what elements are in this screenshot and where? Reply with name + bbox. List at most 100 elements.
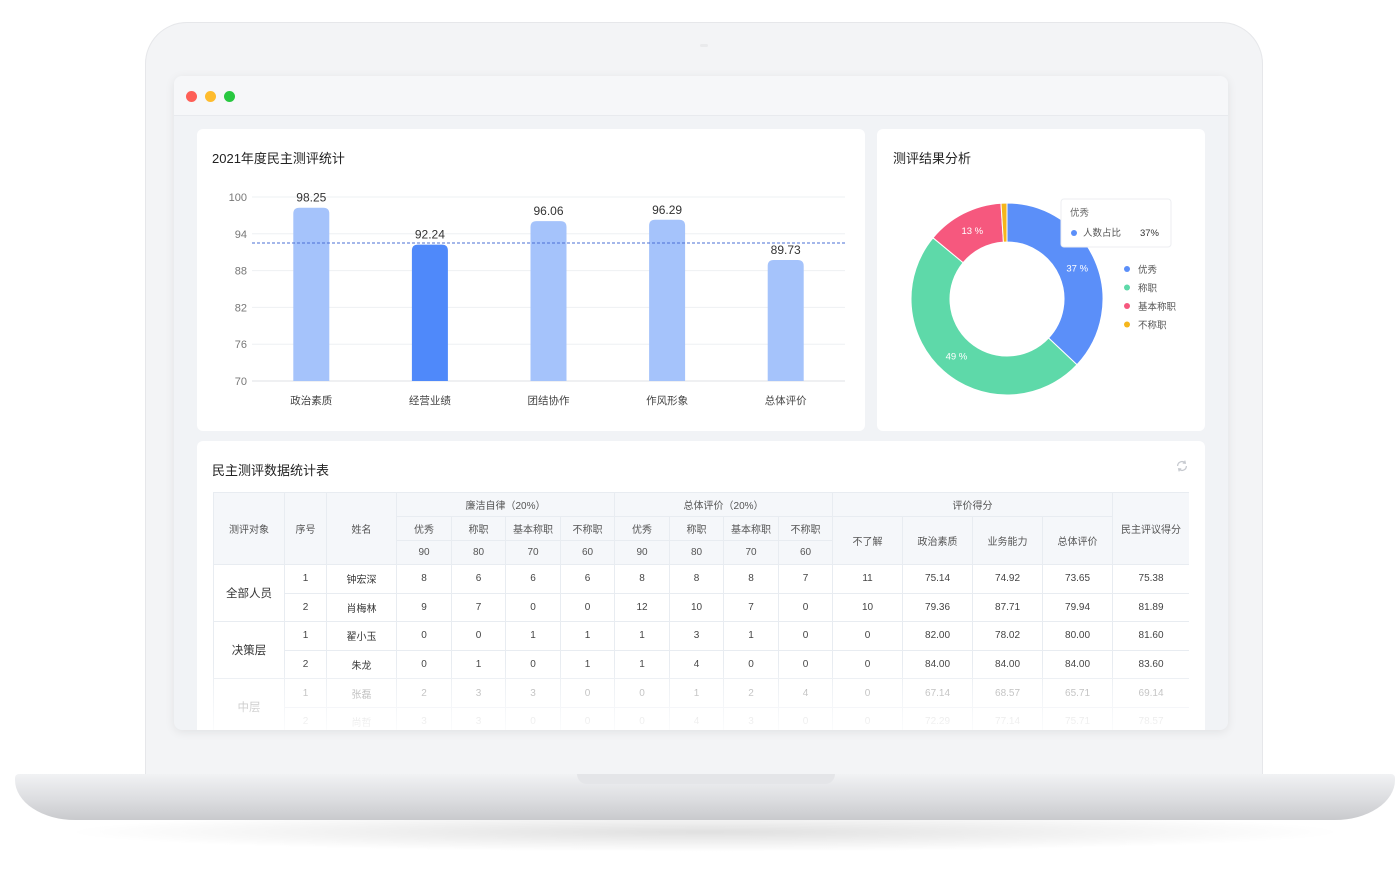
x-tick-label: 团结协作 bbox=[528, 394, 570, 407]
stats-table-body: 全部人员 1 钟宏深 8 6 6 6 8 8 8 7 11 75.14 74.92 73.65 75.38 2 肖… bbox=[213, 563, 1189, 730]
table-title: 民主测评数据统计表 bbox=[212, 463, 330, 478]
y-tick-label: 76 bbox=[235, 339, 247, 351]
table-cell: 0 bbox=[505, 706, 561, 730]
name-cell: 尚哲 bbox=[326, 706, 397, 730]
bar-value-label: 92.24 bbox=[415, 228, 445, 242]
name-cell: 钟宏深 bbox=[326, 564, 397, 594]
table-cell: 75.71 bbox=[1042, 706, 1114, 730]
legend-marker[interactable] bbox=[1124, 266, 1130, 272]
table-cell: 0 bbox=[559, 592, 616, 623]
x-tick-label: 总体评价 bbox=[765, 394, 807, 407]
table-cell: 2 bbox=[396, 678, 452, 708]
table-cell: 81.60 bbox=[1112, 621, 1189, 651]
table-cell: 77.14 bbox=[972, 706, 1044, 730]
group-label: 决策层 bbox=[213, 621, 285, 680]
table-cell: 1 bbox=[669, 678, 725, 708]
table-cell: 0 bbox=[396, 621, 452, 651]
table-card: 民主测评数据统计表 测评对象 序号 姓名 bbox=[197, 441, 1205, 730]
table-cell: 83.60 bbox=[1112, 649, 1189, 680]
x-tick-label: 政治素质 bbox=[290, 394, 332, 407]
refresh-icon[interactable] bbox=[1175, 459, 1189, 473]
bar-chart-title: 2021年度民主测评统计 bbox=[212, 151, 345, 166]
table-cell: 3 bbox=[396, 706, 452, 730]
header-weight: 80 bbox=[451, 540, 506, 565]
table-row[interactable]: 中层 1 张磊 2 3 3 0 0 1 2 4 0 67.14 68.57 65.71 69.14 bbox=[213, 678, 1189, 730]
tooltip-marker bbox=[1071, 230, 1077, 236]
table-cell: 65.71 bbox=[1042, 678, 1114, 708]
header-level: 不称职 bbox=[778, 516, 834, 541]
donut-slice[interactable] bbox=[910, 237, 1078, 396]
table-cell: 0 bbox=[723, 649, 780, 680]
table-cell: 0 bbox=[778, 649, 834, 680]
header-weight: 70 bbox=[505, 540, 561, 565]
table-cell: 4 bbox=[669, 706, 725, 730]
close-window-button[interactable] bbox=[186, 91, 197, 102]
y-tick-label: 100 bbox=[229, 192, 247, 204]
table-cell: 3 bbox=[451, 706, 506, 730]
table-cell: 10 bbox=[669, 592, 725, 623]
table-cell: 1 bbox=[723, 621, 780, 651]
table-cell: 82.00 bbox=[902, 621, 974, 651]
slice-percent-label: 37 % bbox=[1066, 264, 1088, 275]
header-weight: 90 bbox=[614, 540, 671, 565]
table-cell: 0 bbox=[778, 592, 834, 623]
table-cell: 8 bbox=[723, 564, 780, 594]
maximize-window-button[interactable] bbox=[224, 91, 235, 102]
table-row[interactable]: 决策层 1 翟小玉 0 0 1 1 1 3 1 0 0 82.00 78.02 80.00 81.60 bbox=[213, 621, 1189, 680]
header-weight: 60 bbox=[559, 540, 616, 565]
header-level: 优秀 bbox=[396, 516, 452, 541]
donut-slice[interactable] bbox=[1000, 202, 1008, 243]
legend-marker[interactable] bbox=[1124, 321, 1130, 328]
table-cell: 69.14 bbox=[1112, 678, 1189, 708]
table-row[interactable]: 2 朱龙 0 1 0 1 1 4 0 0 0 84.00 84.00 84.00 83.60 bbox=[214, 649, 1189, 680]
tooltip-value: 37% bbox=[1140, 228, 1160, 239]
header-weight: 80 bbox=[669, 540, 725, 565]
table-cell: 79.36 bbox=[902, 592, 974, 623]
table-cell: 78.02 bbox=[972, 621, 1044, 651]
name-cell: 朱龙 bbox=[326, 649, 397, 680]
header-score-col: 业务能力 bbox=[972, 516, 1044, 565]
legend-marker[interactable] bbox=[1124, 303, 1130, 309]
table-cell: 4 bbox=[669, 649, 725, 680]
header-weight: 90 bbox=[396, 540, 452, 565]
laptop-camera bbox=[700, 44, 708, 47]
table-cell: 0 bbox=[614, 706, 671, 730]
header-level: 基本称职 bbox=[723, 516, 780, 541]
stats-table-wrapper: 测评对象 序号 姓名 廉洁自律（20%） 总体评价（20%） 评价得分 民主评议… bbox=[213, 492, 1189, 730]
tooltip-title: 优秀 bbox=[1070, 207, 1090, 219]
table-cell: 0 bbox=[832, 649, 904, 680]
table-cell: 78.57 bbox=[1112, 706, 1189, 730]
table-cell: 74.92 bbox=[972, 564, 1044, 594]
legend-label[interactable]: 不称职 bbox=[1138, 320, 1167, 332]
table-cell: 1 bbox=[559, 621, 616, 651]
slice-percent-label: 49 % bbox=[946, 351, 968, 362]
header-score-col: 不了解 bbox=[832, 516, 904, 565]
table-cell: 80.00 bbox=[1042, 621, 1114, 651]
header-group-score: 评价得分 bbox=[832, 492, 1114, 517]
legend-label[interactable]: 称职 bbox=[1138, 283, 1158, 295]
table-cell: 6 bbox=[505, 564, 561, 594]
bar-chart-card: 2021年度民主测评统计 100 94 88 82 76 70 98.25 政治素质 92.24… bbox=[197, 129, 865, 431]
laptop-notch bbox=[577, 774, 835, 784]
table-cell: 1 bbox=[451, 649, 506, 680]
table-cell: 3 bbox=[723, 706, 780, 730]
table-cell: 4 bbox=[778, 678, 834, 708]
minimize-window-button[interactable] bbox=[205, 91, 216, 102]
legend-label[interactable]: 基本称职 bbox=[1138, 301, 1177, 313]
table-cell: 8 bbox=[614, 564, 671, 594]
y-tick-label: 70 bbox=[235, 376, 247, 388]
legend-label[interactable]: 优秀 bbox=[1138, 264, 1158, 276]
bar-value-label: 96.29 bbox=[652, 203, 682, 217]
bar-value-label: 96.06 bbox=[533, 204, 563, 218]
legend-marker[interactable] bbox=[1124, 284, 1130, 291]
table-cell: 75.38 bbox=[1112, 564, 1189, 594]
table-row[interactable]: 全部人员 1 钟宏深 8 6 6 6 8 8 8 7 11 75.14 74.92 73.65 75.38 bbox=[213, 563, 1189, 623]
table-cell: 3 bbox=[451, 678, 506, 708]
table-cell: 2 bbox=[284, 592, 327, 623]
table-row[interactable]: 2 肖梅林 9 7 0 0 12 10 7 0 10 79.36 87.71 79.94 81.89 bbox=[214, 592, 1189, 623]
table-row[interactable]: 2 尚哲 3 3 0 0 0 4 3 0 0 72.29 77.14 75.71 78.57 bbox=[214, 706, 1189, 730]
header-group-integrity: 廉洁自律（20%） bbox=[395, 492, 616, 517]
pie-chart-card: 测评结果分析 37 % 49 % 13 % 优秀 人数占比 37% 优秀 称职 基本称职 不称职 bbox=[877, 129, 1205, 431]
bar-chart: 100 94 88 82 76 70 98.25 政治素质 92.24 经营业绩 96.06 团结协作… bbox=[229, 191, 845, 407]
